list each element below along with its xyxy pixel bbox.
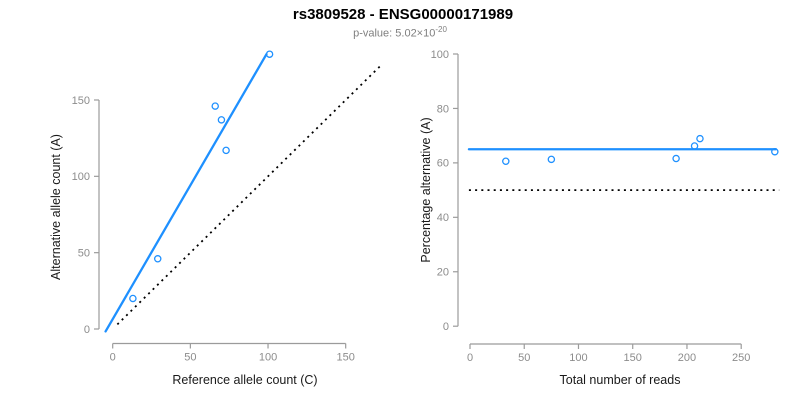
data-point — [672, 154, 680, 163]
data-point — [265, 50, 274, 58]
y-tick-label: 50 — [78, 248, 90, 260]
y-tick-label: 80 — [437, 103, 449, 115]
x-tick-label: 150 — [337, 352, 355, 364]
x-tick-label: 0 — [110, 352, 116, 364]
x-tick-label: 100 — [259, 352, 277, 364]
data-point — [502, 157, 510, 165]
fit-line — [104, 53, 268, 333]
right-x-axis-label: Total number of reads — [559, 373, 681, 387]
y-tick-label: 100 — [431, 49, 449, 61]
x-tick-label: 50 — [518, 352, 530, 364]
data-point — [690, 142, 699, 150]
x-tick-label: 150 — [624, 352, 642, 364]
pvalue-exponent: -20 — [435, 25, 447, 34]
pvalue-text: p-value: 5.02×10 — [353, 27, 436, 40]
figure-title: rs3809528 - ENSG00000171989 — [292, 6, 514, 23]
figure-subtitle: p-value: 5.02×10-20 — [353, 25, 447, 40]
y-tick-label: 20 — [437, 267, 449, 279]
data-point — [211, 102, 219, 110]
x-tick-label: 200 — [678, 352, 696, 364]
right-y-axis-label: Percentage alternative (A) — [419, 117, 433, 263]
y-tick-label: 0 — [84, 324, 90, 336]
y-tick-label: 100 — [72, 171, 90, 183]
panel-left: 0 50 100 150 0 50 100 150 — [72, 50, 381, 364]
data-point — [129, 294, 137, 303]
data-point — [771, 147, 779, 156]
y-tick-label: 40 — [437, 212, 449, 224]
y-tick-label: 60 — [437, 158, 449, 170]
x-tick-label: 250 — [732, 352, 750, 364]
data-point — [547, 155, 556, 164]
dotted-reference-line — [116, 65, 381, 326]
left-x-axis-label: Reference allele count (C) — [172, 373, 318, 387]
x-tick-label: 100 — [569, 352, 587, 364]
y-tick-label: 150 — [72, 95, 90, 107]
x-tick-label: 0 — [467, 352, 473, 364]
left-y-axis-label: Alternative allele count (A) — [49, 134, 63, 280]
data-point — [696, 134, 704, 143]
panel-right: 0 20 40 60 80 100 0 50 100 150 200 250 — [431, 49, 780, 364]
x-tick-label: 50 — [184, 352, 196, 364]
data-point — [153, 255, 162, 263]
data-point — [222, 146, 230, 155]
data-point — [217, 116, 226, 124]
y-tick-label: 0 — [443, 321, 449, 333]
